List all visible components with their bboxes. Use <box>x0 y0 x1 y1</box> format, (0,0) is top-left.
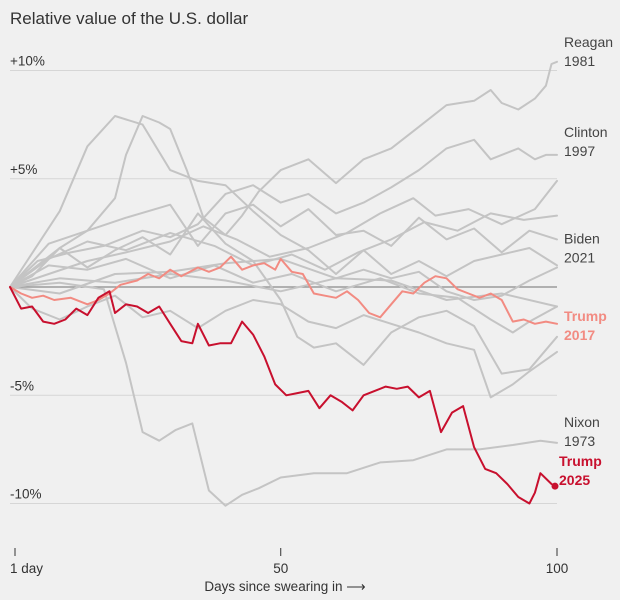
series-line-unlabeled-6 <box>9 115 558 288</box>
series-line-trump-2025 <box>9 286 558 505</box>
series-line-unlabeled-12 <box>9 286 558 399</box>
series-line-unlabeled-11 <box>9 179 558 288</box>
series-label-line1: Biden <box>564 231 600 247</box>
y-tick-label: +10% <box>10 54 45 69</box>
series-label-line2: 1981 <box>564 53 595 69</box>
gray-series-layer <box>9 60 558 507</box>
series-label-line1: Reagan <box>564 34 613 50</box>
series-line-unlabeled-10 <box>9 273 558 308</box>
series-label-line2: 2017 <box>564 327 595 343</box>
series-line-unlabeled-13 <box>9 212 558 288</box>
x-tick-label: 50 <box>273 561 288 576</box>
series-label-line1: Trump <box>564 308 607 324</box>
grid-layer: +10% +5% -5% -10% <box>10 54 557 504</box>
highlight-series-layer <box>9 255 558 505</box>
series-label-line2: 1997 <box>564 143 595 159</box>
x-axis: 1 day 50 100 Days since swearing in ⟶ <box>10 548 568 594</box>
series-label-line2: 2021 <box>564 250 595 266</box>
series-label-line2: 2025 <box>559 472 590 488</box>
endpoint-dot <box>551 482 559 490</box>
series-label-line1: Nixon <box>564 414 600 430</box>
series-line-reagan-1981 <box>9 60 558 288</box>
series-label-trump-2017: Trump 2017 <box>564 308 607 343</box>
series-line-unlabeled-8 <box>9 203 558 288</box>
series-line-biden-2021 <box>9 257 558 301</box>
series-label-clinton-1997: Clinton 1997 <box>564 124 608 159</box>
series-line-clinton-1997 <box>9 138 558 288</box>
y-tick-label: +5% <box>10 162 37 177</box>
chart-title: Relative value of the U.S. dollar <box>10 9 249 28</box>
series-label-trump-2025: Trump 2025 <box>551 453 602 490</box>
series-label-reagan-1981: Reagan 1981 <box>564 34 613 69</box>
series-label-nixon-1973: Nixon 1973 <box>564 414 600 449</box>
series-label-line2: 1973 <box>564 433 595 449</box>
series-line-unlabeled-7 <box>9 212 558 375</box>
series-label-line1: Clinton <box>564 124 608 140</box>
x-axis-label: Days since swearing in ⟶ <box>204 579 366 594</box>
x-tick-label: 1 day <box>10 561 43 576</box>
y-tick-label: -5% <box>10 378 34 393</box>
series-label-layer: Reagan 1981 Clinton 1997 Biden 2021 Nixon 1973 T… <box>551 34 613 490</box>
series-label-line1: Trump <box>559 453 602 469</box>
x-tick-label: 100 <box>546 561 569 576</box>
series-line-nixon-1973 <box>9 281 558 507</box>
series-label-biden-2021: Biden 2021 <box>564 231 600 266</box>
y-tick-label: -10% <box>10 487 42 502</box>
